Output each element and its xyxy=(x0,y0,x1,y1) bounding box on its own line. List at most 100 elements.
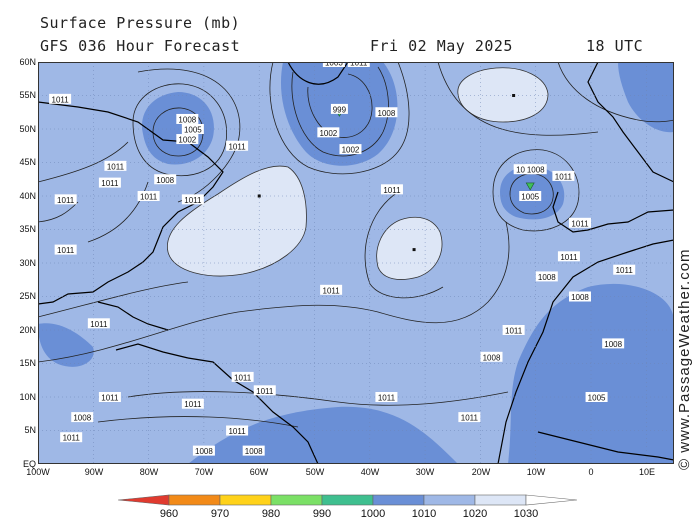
isobar-value: 1011 xyxy=(256,387,274,396)
isobar-label: 1005 xyxy=(181,124,204,135)
isobar-value: 1008 xyxy=(604,340,622,349)
isobar-value: 1011 xyxy=(107,162,125,171)
high-region-northeast xyxy=(457,67,549,123)
site-credit[interactable]: © www.PassageWeather.com xyxy=(676,248,693,470)
isobar-label: 1002 xyxy=(176,134,199,145)
lat-label-50n: 50N xyxy=(19,124,36,134)
isobar-label: 1008 xyxy=(154,174,177,185)
high-region-central xyxy=(376,216,443,280)
isobar-value: 1011 xyxy=(101,394,119,403)
high-center-marker xyxy=(412,248,416,252)
colorbar-segment xyxy=(118,494,170,506)
lat-label-30n: 30N xyxy=(19,258,36,268)
lon-label-80w: 80W xyxy=(139,467,159,477)
colorbar-segment xyxy=(168,494,221,506)
isobar-label: 1005 xyxy=(585,392,608,403)
isobar-label: 1008 xyxy=(535,271,558,282)
isobar-label: 1011 xyxy=(54,244,77,255)
lon-label-70w: 70W xyxy=(194,467,214,477)
lat-label-5n: 5N xyxy=(24,425,36,435)
isobar-value: 1008 xyxy=(245,447,263,456)
colorbar-segment xyxy=(372,494,425,506)
isobar-label: 1008 xyxy=(602,338,625,349)
isobar-value: 1011 xyxy=(560,253,578,262)
lat-label-20n: 20N xyxy=(19,325,36,335)
isobar-label: 1008 xyxy=(176,113,199,124)
lon-label-90w: 90W xyxy=(84,467,104,477)
isobar-value: 1011 xyxy=(616,266,634,275)
lat-label-45n: 45N xyxy=(19,157,36,167)
isobar-label: 1011 xyxy=(253,385,276,396)
isobar-label: 1011 xyxy=(502,325,525,336)
isobar-label: 1011 xyxy=(458,412,481,423)
isobar-value: 1005 xyxy=(588,394,606,403)
lat-label-60n: 60N xyxy=(19,57,36,67)
colorbar-segment xyxy=(321,494,374,506)
isobar-value: 1003 xyxy=(325,62,343,68)
isobar-value: 1011 xyxy=(101,179,119,188)
isobar-value: 1011 xyxy=(57,246,75,255)
isobar-value: 1011 xyxy=(323,286,341,295)
isobar-label: 1011 xyxy=(54,194,77,205)
map-frame xyxy=(38,62,674,464)
isobar-label: 1011 xyxy=(347,62,370,68)
colorbar-segment xyxy=(270,494,323,506)
isobar-label: 1011 xyxy=(98,177,121,188)
lat-label-15n: 15N xyxy=(19,358,36,368)
map-subtitle: GFS 036 Hour Forecast xyxy=(40,37,241,55)
isobar-label: 1008 xyxy=(192,445,215,456)
isobar-value: 1008 xyxy=(178,115,196,124)
isobar-label: 1008 xyxy=(568,291,591,302)
colorbar-segment xyxy=(219,494,272,506)
isobar-value: 1011 xyxy=(57,196,75,205)
pressure-colorbar xyxy=(118,494,578,506)
lon-label-50w: 50W xyxy=(305,467,325,477)
colorbar-segment xyxy=(423,494,476,506)
lat-label-eq: EQ xyxy=(22,459,36,469)
isobar-label: 1011 xyxy=(568,217,591,228)
lat-label-40n: 40N xyxy=(19,191,36,201)
isobar-label: 1011 xyxy=(231,371,254,382)
isobar-label: 1011 xyxy=(137,191,160,202)
colorbar-tick-label: 1000 xyxy=(360,508,386,520)
isobar-label: 1011 xyxy=(181,194,204,205)
isobar-value: 1011 xyxy=(571,219,589,228)
isobar-label: 1008 xyxy=(71,412,94,423)
isobar-value: 1011 xyxy=(63,434,81,443)
isobar-value: 999 xyxy=(333,105,347,114)
isobar-value: 1008 xyxy=(156,176,174,185)
lon-label-60w: 60W xyxy=(249,467,269,477)
map-title: Surface Pressure (mb) xyxy=(40,14,241,32)
lon-label-10e: 10E xyxy=(638,467,655,477)
isobar-label: 1011 xyxy=(375,392,398,403)
isobar-label: 1011 xyxy=(98,392,121,403)
colorbar-tick-label: 970 xyxy=(210,508,230,520)
coastlines xyxy=(38,62,674,464)
isobar-label: 1011 xyxy=(552,170,575,181)
isobar-value: 1002 xyxy=(178,136,196,145)
isobar-value: 1011 xyxy=(234,373,252,382)
isobar-value: 1011 xyxy=(140,193,158,202)
isobar-value: 1011 xyxy=(184,400,202,409)
isobar-value: 1008 xyxy=(73,414,91,423)
high-region-west xyxy=(166,165,307,277)
forecast-time: 18 UTC xyxy=(586,37,644,55)
lon-label-100w: 100W xyxy=(26,467,50,477)
isobar-label: 1011 xyxy=(181,398,204,409)
colorbar-tick-label: 1030 xyxy=(513,508,539,520)
isobar-value: 1008 xyxy=(195,447,213,456)
colorbar-tick-label: 1010 xyxy=(411,508,437,520)
high-center-marker xyxy=(257,194,261,198)
isobar-label: 1011 xyxy=(380,184,403,195)
isobar-value: 1008 xyxy=(483,353,501,362)
lon-label-30w: 30W xyxy=(415,467,435,477)
isobar-label: 1002 xyxy=(339,144,362,155)
isobar-value: 1008 xyxy=(538,273,556,282)
isobar-value: 1008 xyxy=(378,109,396,118)
isobar-value: 1011 xyxy=(184,196,202,205)
isobar-label: 1011 xyxy=(557,251,580,262)
isobar-label: 1002 xyxy=(317,127,340,138)
low-center-marker xyxy=(525,182,535,191)
colorbar-tick-label: 990 xyxy=(312,508,332,520)
